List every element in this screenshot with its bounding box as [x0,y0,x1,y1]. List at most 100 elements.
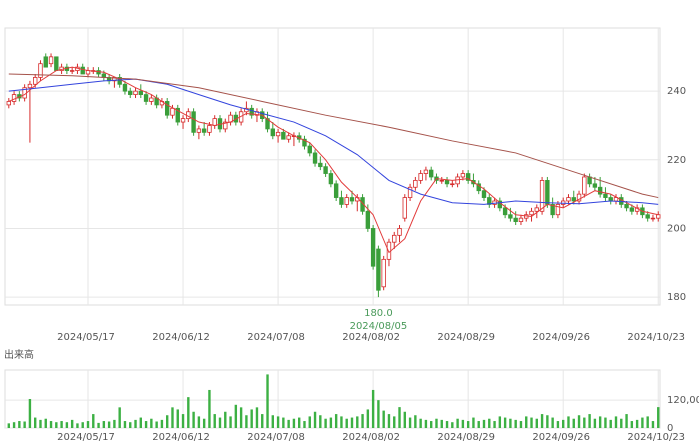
volume-bar [39,419,42,428]
x-tick-label: 2024/08/29 [437,432,495,443]
volume-bar [187,397,190,428]
volume-bar [377,400,380,428]
volume-bar [445,421,449,428]
candle-body [381,258,386,288]
volume-bar [292,418,296,428]
volume-bar [23,421,26,428]
candle-body [149,97,154,102]
volume-bar [461,419,465,428]
volume-bar [583,417,586,428]
volume-bar [303,421,306,428]
candle-body [587,176,592,185]
candle-body [164,101,170,116]
volume-bar [239,407,243,428]
volume-bar [176,409,179,428]
volume-bar [92,414,95,428]
volume-bar [651,421,655,428]
volume-bar [488,418,491,428]
candle-body [592,183,598,188]
volume-bar [503,417,507,428]
y-tick-label: 0 [667,423,673,434]
volume-bar [456,418,459,428]
volume-bar [477,421,480,428]
volume-bar [224,411,227,428]
volume-bar [129,422,132,428]
candle-body [318,162,323,168]
candle-body [249,107,254,116]
volume-bar [65,422,69,428]
x-tick-label: 2024/06/12 [152,432,210,443]
volume-bar [229,416,232,428]
candle-body [349,197,355,202]
volume-panel [4,369,661,429]
volume-bar [282,417,285,428]
volume-bar [245,415,248,428]
volume-bar [535,418,538,428]
candle-body [428,169,434,178]
candle-body [603,193,608,198]
x-tick-label: 2024/07/08 [247,332,305,343]
candle-body [392,234,397,243]
candle-body [360,197,365,212]
volume-bar [329,417,333,428]
volume-bar [424,419,428,428]
candle-body [465,173,471,181]
x-tick-label: 2024/07/08 [247,432,305,443]
price-panel [4,27,661,306]
candle-body [344,197,349,205]
candle-body [270,128,275,137]
volume-bar [430,421,433,428]
volume-bar [208,389,211,428]
volume-bar [81,422,84,428]
candle-body [629,207,635,212]
candle-body [43,56,48,68]
candle-body [513,217,518,222]
candle-body [508,214,513,219]
candle-body [365,210,371,229]
candle-body [534,207,539,212]
volume-bar [530,417,533,428]
volume-bar [577,415,581,428]
volume-bar [287,419,290,428]
volume-bar [97,422,100,428]
candle-body [170,107,175,116]
volume-bar [398,407,401,428]
candle-body [555,204,561,216]
candle-body [582,176,587,195]
volume-bar [55,422,58,428]
x-tick-label: 2024/09/26 [532,332,590,343]
volume-bar [202,418,206,428]
candle-body [423,169,429,174]
candle-body [597,186,603,195]
candle-body [450,183,455,186]
volume-bar [298,417,301,428]
volume-bar [213,414,216,428]
candle-body [370,228,376,267]
candle-body [439,180,444,182]
candle-body [333,183,339,198]
volume-bar [155,421,158,428]
candle-body [460,173,466,178]
candle-body [281,131,286,140]
candle-body [133,90,138,95]
volume-bar [18,421,21,428]
volume-bar [525,416,528,428]
volume-bar [197,416,201,428]
volume-bar [382,410,385,428]
candle-body [407,186,413,198]
low-annotation-date: 2024/08/05 [350,321,408,332]
candle-body [645,214,650,219]
volume-bar [255,407,259,428]
volume-bar [387,414,391,428]
candle-body [650,217,656,220]
volume-bar [366,409,370,428]
volume-bar [261,414,264,428]
candle-body [312,152,318,164]
volume-bar [102,421,106,428]
candle-body [444,180,450,185]
volume-bar [562,419,565,428]
volume-bar [635,419,639,428]
x-tick-label: 2024/08/29 [437,332,495,343]
volume-bar [150,418,153,428]
candle-body [624,204,629,209]
